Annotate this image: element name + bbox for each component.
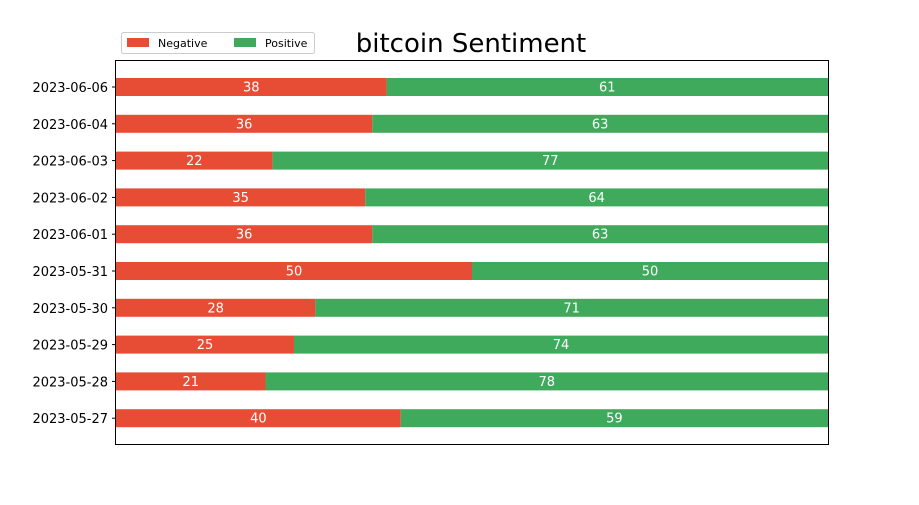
data-label-negative-2023-06-04: 36	[236, 117, 253, 132]
y-tick-label-2023-06-01: 2023-06-01	[32, 228, 108, 243]
data-label-negative-2023-05-30: 28	[207, 301, 224, 316]
data-label-positive-2023-06-03: 77	[542, 154, 559, 169]
bars-layer	[116, 78, 828, 428]
legend: Negative Positive	[121, 32, 315, 54]
bar-negative-2023-05-31	[116, 262, 472, 280]
bar-positive-2023-05-29	[294, 335, 828, 354]
legend-label-negative: Negative	[158, 37, 208, 50]
bar-negative-2023-05-28	[116, 372, 266, 391]
bar-positive-2023-05-27	[400, 409, 828, 428]
y-tick-label-2023-05-30: 2023-05-30	[32, 302, 108, 317]
bar-negative-2023-06-04	[116, 114, 373, 133]
bar-positive-2023-06-02	[365, 188, 828, 207]
bar-negative-2023-05-30	[116, 298, 316, 317]
bar-positive-2023-06-06	[386, 78, 828, 96]
bar-positive-2023-06-01	[372, 225, 828, 244]
data-label-positive-2023-06-01: 63	[592, 228, 609, 243]
bar-positive-2023-06-04	[372, 114, 828, 133]
y-tick-label-2023-05-31: 2023-05-31	[32, 265, 108, 280]
bar-negative-2023-05-29	[116, 335, 294, 354]
bar-negative-2023-06-02	[116, 188, 366, 207]
y-tick-label-2023-06-06: 2023-06-06	[32, 81, 108, 96]
bar-positive-2023-06-03	[272, 151, 828, 170]
data-label-positive-2023-06-04: 63	[592, 117, 609, 132]
data-label-negative-2023-06-01: 36	[236, 228, 253, 243]
data-label-positive-2023-06-06: 61	[599, 81, 616, 96]
y-tick-label-2023-06-04: 2023-06-04	[32, 118, 108, 133]
legend-swatch-positive	[234, 38, 256, 47]
data-label-positive-2023-05-31: 50	[642, 265, 659, 280]
data-label-negative-2023-05-31: 50	[286, 265, 303, 280]
data-label-positive-2023-05-27: 59	[606, 412, 623, 427]
bar-positive-2023-05-28	[265, 372, 828, 391]
bar-positive-2023-05-30	[315, 298, 828, 317]
bar-negative-2023-06-06	[116, 78, 387, 96]
y-tick-label-2023-05-29: 2023-05-29	[32, 339, 108, 354]
data-labels-layer: 38 61 36 63 22 77 35 64 36 63 50 50 28 71 25 74 21 78 40 59	[182, 81, 658, 427]
bar-positive-2023-05-31	[472, 262, 828, 280]
data-label-negative-2023-06-03: 22	[186, 154, 203, 169]
data-label-negative-2023-05-27: 40	[250, 412, 267, 427]
bar-negative-2023-06-01	[116, 225, 373, 244]
data-label-positive-2023-06-02: 64	[588, 191, 605, 206]
legend-label-positive: Positive	[265, 37, 308, 50]
data-label-negative-2023-06-02: 35	[232, 191, 249, 206]
data-label-negative-2023-05-28: 21	[182, 375, 199, 390]
y-tick-label-2023-05-27: 2023-05-27	[32, 412, 108, 427]
legend-swatch-negative	[127, 38, 149, 47]
data-label-positive-2023-05-28: 78	[538, 375, 555, 390]
bar-negative-2023-06-03	[116, 151, 273, 170]
y-tick-label-2023-06-03: 2023-06-03	[32, 155, 108, 170]
data-label-positive-2023-05-30: 71	[563, 301, 580, 316]
bar-negative-2023-05-27	[116, 409, 401, 428]
y-tick-label-2023-05-28: 2023-05-28	[32, 375, 108, 390]
chart-title: bitcoin Sentiment	[356, 29, 586, 59]
legend-box	[121, 32, 315, 54]
data-label-positive-2023-05-29: 74	[553, 338, 570, 353]
y-axis-ticks: 2023-06-06 2023-06-04 2023-06-03 2023-06-02…	[32, 81, 116, 427]
plot-frame	[115, 60, 829, 445]
data-label-negative-2023-05-29: 25	[197, 338, 214, 353]
y-tick-label-2023-06-02: 2023-06-02	[32, 191, 108, 206]
data-label-negative-2023-06-06: 38	[243, 81, 260, 96]
